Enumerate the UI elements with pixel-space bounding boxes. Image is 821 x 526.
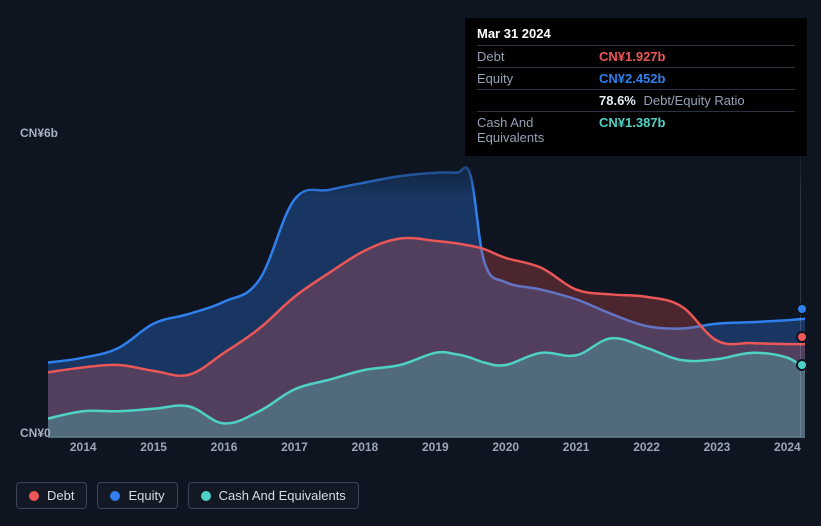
legend-label: Equity: [128, 488, 164, 503]
end-marker-cash: [796, 359, 808, 371]
x-tick-label: 2021: [563, 440, 590, 454]
tooltip-row-suffix: Debt/Equity Ratio: [644, 93, 745, 108]
tooltip-row-value: CN¥1.387b: [599, 115, 665, 145]
tooltip-row-value: CN¥2.452b: [599, 71, 665, 86]
x-tick-label: 2019: [422, 440, 449, 454]
x-tick-label: 2016: [211, 440, 238, 454]
x-tick-label: 2014: [70, 440, 97, 454]
chart-plot-area[interactable]: [48, 145, 805, 437]
y-axis-min-label: CN¥0: [20, 426, 51, 440]
legend: Debt Equity Cash And Equivalents: [16, 482, 359, 509]
x-tick-label: 2015: [140, 440, 167, 454]
x-tick-label: 2023: [704, 440, 731, 454]
x-tick-label: 2024: [774, 440, 801, 454]
tooltip-row-label: Debt: [477, 49, 599, 64]
legend-label: Debt: [47, 488, 74, 503]
end-marker-equity: [796, 303, 808, 315]
tooltip-panel: Mar 31 2024 Debt CN¥1.927b Equity CN¥2.4…: [465, 18, 807, 156]
tooltip-row: Cash And Equivalents CN¥1.387b: [477, 111, 795, 148]
legend-swatch-cash: [201, 491, 211, 501]
x-tick-label: 2020: [492, 440, 519, 454]
tooltip-row: 78.6% Debt/Equity Ratio: [477, 89, 795, 111]
x-tick-label: 2022: [633, 440, 660, 454]
tooltip-row-label: [477, 93, 599, 108]
tooltip-row: Debt CN¥1.927b: [477, 45, 795, 67]
x-axis-labels: 2014 2015 2016 2017 2018 2019 2020 2021 2022 2023…: [48, 440, 805, 458]
tooltip-row-value: 78.6%: [599, 93, 636, 108]
tooltip-row: Equity CN¥2.452b: [477, 67, 795, 89]
x-tick-label: 2018: [352, 440, 379, 454]
tooltip-row-value: CN¥1.927b: [599, 49, 665, 64]
tooltip-date: Mar 31 2024: [477, 26, 795, 41]
x-tick-label: 2017: [281, 440, 308, 454]
legend-item-equity[interactable]: Equity: [97, 482, 177, 509]
legend-label: Cash And Equivalents: [219, 488, 346, 503]
end-marker-debt: [796, 331, 808, 343]
chart-hover-line: [800, 145, 801, 437]
legend-item-cash[interactable]: Cash And Equivalents: [188, 482, 359, 509]
chart-svg: [48, 146, 805, 438]
legend-swatch-equity: [110, 491, 120, 501]
legend-swatch-debt: [29, 491, 39, 501]
y-axis-max-label: CN¥6b: [20, 126, 58, 140]
tooltip-row-label: Cash And Equivalents: [477, 115, 599, 145]
tooltip-row-label: Equity: [477, 71, 599, 86]
legend-item-debt[interactable]: Debt: [16, 482, 87, 509]
